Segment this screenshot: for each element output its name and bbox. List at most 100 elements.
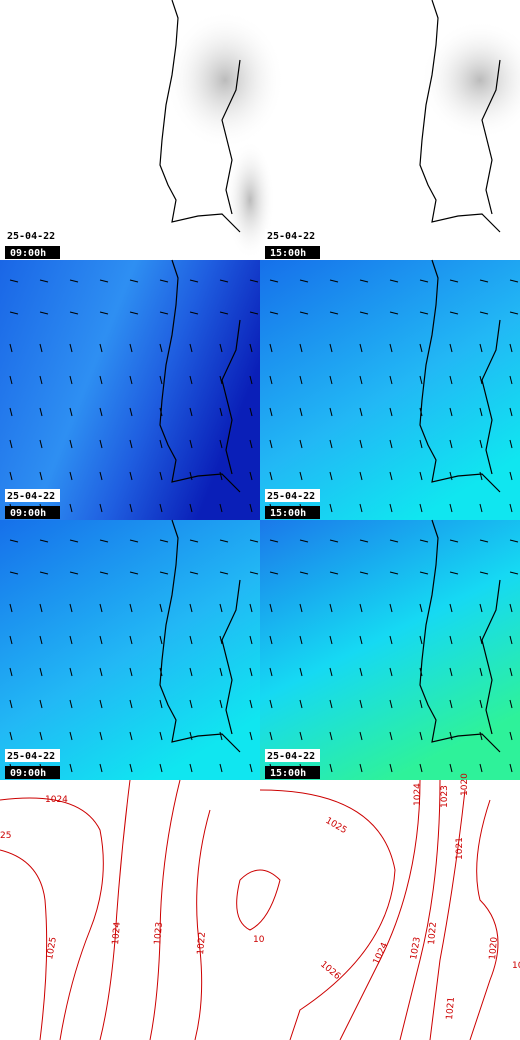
wind-arrow: [269, 439, 273, 449]
wind-arrow: [249, 571, 259, 575]
time-box: [5, 506, 60, 519]
wind-arrow: [299, 375, 303, 385]
wind-arrow: [299, 439, 303, 449]
wind-arrow: [359, 311, 369, 315]
wind-arrow: [389, 439, 393, 449]
wind-arrow: [299, 667, 303, 677]
wind-arrow: [39, 407, 43, 417]
wind-arrow: [449, 635, 453, 645]
wind-arrow: [189, 603, 193, 613]
wind-arrow: [329, 763, 333, 773]
wind-arrow: [129, 763, 133, 773]
wind-arrow: [189, 731, 193, 741]
wind-arrow: [219, 763, 223, 773]
wind-arrow: [329, 503, 333, 513]
wind-arrow: [99, 763, 103, 773]
isobar-label: 1024: [111, 921, 123, 945]
wind-arrow: [389, 667, 393, 677]
wind-arrow: [69, 343, 73, 353]
wind-arrow: [129, 539, 139, 543]
wind-arrow: [129, 471, 133, 481]
wind-arrow: [9, 571, 19, 575]
wind-arrow: [359, 571, 369, 575]
wind-arrow: [449, 571, 459, 575]
wind-arrow: [249, 279, 259, 283]
wind-arrow: [99, 407, 103, 417]
wind-arrow: [449, 343, 453, 353]
time-box: [265, 246, 320, 259]
time-label: 09:00h: [10, 768, 46, 779]
isobar-lines: [0, 779, 499, 1040]
wind-arrow: [299, 407, 303, 417]
wind-arrow: [219, 471, 223, 481]
wind-arrow: [249, 635, 253, 645]
wind-arrow: [189, 699, 193, 709]
wind-arrow: [249, 731, 253, 741]
wind-arrow: [9, 667, 13, 677]
wind-arrow: [389, 311, 399, 315]
wind-arrow: [359, 343, 363, 353]
date-box: [265, 489, 320, 502]
wind-arrow: [159, 503, 163, 513]
wind-arrow: [39, 471, 43, 481]
wind-arrow: [69, 667, 73, 677]
wind-arrow: [419, 279, 429, 283]
wind-arrow: [39, 731, 43, 741]
wind-arrow: [269, 635, 273, 645]
wind-arrow: [329, 375, 333, 385]
wind-arrow: [69, 375, 73, 385]
wind-arrow: [39, 603, 43, 613]
wind-arrow: [129, 375, 133, 385]
wind-arrow: [449, 375, 453, 385]
wind-arrow: [419, 343, 423, 353]
wind-arrow: [129, 407, 133, 417]
wind-arrow: [159, 439, 163, 449]
wind-arrow: [299, 699, 303, 709]
wind-arrow: [159, 731, 163, 741]
wind-arrow: [509, 571, 519, 575]
wind-arrow: [359, 731, 363, 741]
wind-arrow: [69, 763, 73, 773]
wind-arrow: [329, 539, 339, 543]
isobar-label: 1023: [409, 936, 423, 960]
wind-arrow: [329, 343, 333, 353]
time-label: 09:00h: [10, 508, 46, 519]
wind-arrow: [249, 539, 259, 543]
wind-arrow: [359, 763, 363, 773]
wind-arrow: [69, 699, 73, 709]
wind-arrow: [39, 439, 43, 449]
wind-arrow: [389, 279, 399, 283]
wind-arrow: [249, 471, 253, 481]
wind-arrow: [419, 667, 423, 677]
wind-arrow: [299, 471, 303, 481]
wind-arrow: [129, 343, 133, 353]
wind-arrow: [479, 763, 483, 773]
wind-arrow: [129, 439, 133, 449]
wind-arrow: [329, 439, 333, 449]
wind-arrow: [449, 667, 453, 677]
time-label: 15:00h: [270, 768, 306, 779]
wind-arrow: [299, 603, 303, 613]
wind-arrow: [389, 503, 393, 513]
cloud: [165, 10, 285, 150]
wind-arrow: [249, 763, 253, 773]
wind-arrow: [479, 603, 483, 613]
wind-arrow: [509, 375, 513, 385]
wind-arrow: [219, 375, 223, 385]
wind-arrow: [299, 343, 303, 353]
isobar-label: 1022: [196, 932, 208, 956]
wind-arrow: [299, 731, 303, 741]
wind-arrow: [299, 539, 309, 543]
wind-arrow: [299, 279, 309, 283]
wind-arrow: [389, 763, 393, 773]
wind-arrow: [99, 539, 109, 543]
wind-arrow: [219, 731, 223, 741]
wind-arrow: [329, 603, 333, 613]
wind-arrow: [359, 503, 363, 513]
wind-arrow: [329, 471, 333, 481]
wind-arrow: [329, 279, 339, 283]
wind-arrow: [479, 503, 483, 513]
wind-arrow: [509, 699, 513, 709]
isobar-label: 1023: [440, 785, 450, 808]
